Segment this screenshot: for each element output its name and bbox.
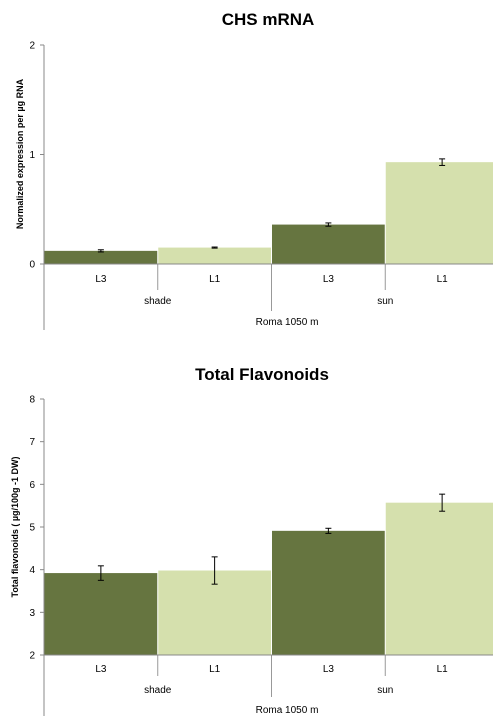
y-tick-label: 3	[29, 608, 35, 619]
y-tick-label: 8	[29, 395, 35, 406]
x-category-label: L1	[209, 664, 221, 675]
error-bar	[439, 493, 446, 512]
x-category-label: L1	[209, 274, 221, 285]
error-bar	[325, 222, 332, 227]
bar-l3-shade	[44, 573, 158, 655]
y-tick-label: 0	[29, 260, 35, 271]
chart-total-flavonoids: Total Flavonoids Total flavonoids ( µg/1…	[10, 365, 493, 716]
chart-2-y-axis-label: Total flavonoids ( µg/100g -1 DW)	[10, 456, 20, 597]
error-bar	[211, 246, 218, 249]
error-bar	[97, 249, 104, 253]
y-tick-label: 2	[29, 651, 35, 662]
error-bar	[439, 158, 446, 166]
y-tick-label: 1	[29, 150, 35, 161]
site-label: Roma 1050 m	[256, 705, 319, 716]
x-category-label: L3	[323, 664, 335, 675]
error-bar	[325, 527, 332, 534]
chart-chs-mrna: CHS mRNA Normalized expression per µg RN…	[15, 10, 493, 330]
group-label-shade: shade	[144, 296, 172, 307]
group-label-sun: sun	[377, 685, 393, 696]
bar-l1-shade	[158, 247, 271, 264]
y-tick-label: 7	[29, 437, 35, 448]
chart-1-title: CHS mRNA	[222, 10, 315, 29]
error-bar	[97, 565, 104, 581]
group-label-sun: sun	[377, 296, 393, 307]
error-bar	[211, 556, 218, 585]
bar-l1-sun	[385, 502, 493, 655]
x-category-label: L1	[437, 664, 449, 675]
bar-l3-sun	[272, 530, 385, 655]
x-category-label: L3	[95, 664, 107, 675]
y-tick-label: 4	[29, 565, 35, 576]
bar-l1-sun	[385, 162, 493, 264]
x-category-label: L3	[95, 274, 107, 285]
y-tick-label: 5	[29, 523, 35, 534]
chart-2-title: Total Flavonoids	[195, 365, 329, 384]
x-category-label: L1	[437, 274, 449, 285]
bar-l3-shade	[44, 250, 158, 264]
bar-l3-sun	[272, 224, 385, 264]
group-label-shade: shade	[144, 685, 172, 696]
x-category-label: L3	[323, 274, 335, 285]
y-tick-label: 2	[29, 41, 35, 52]
chart-1-y-axis-label: Normalized expression per µg RNA	[15, 78, 25, 229]
site-label: Roma 1050 m	[256, 317, 319, 328]
y-tick-label: 6	[29, 480, 35, 491]
